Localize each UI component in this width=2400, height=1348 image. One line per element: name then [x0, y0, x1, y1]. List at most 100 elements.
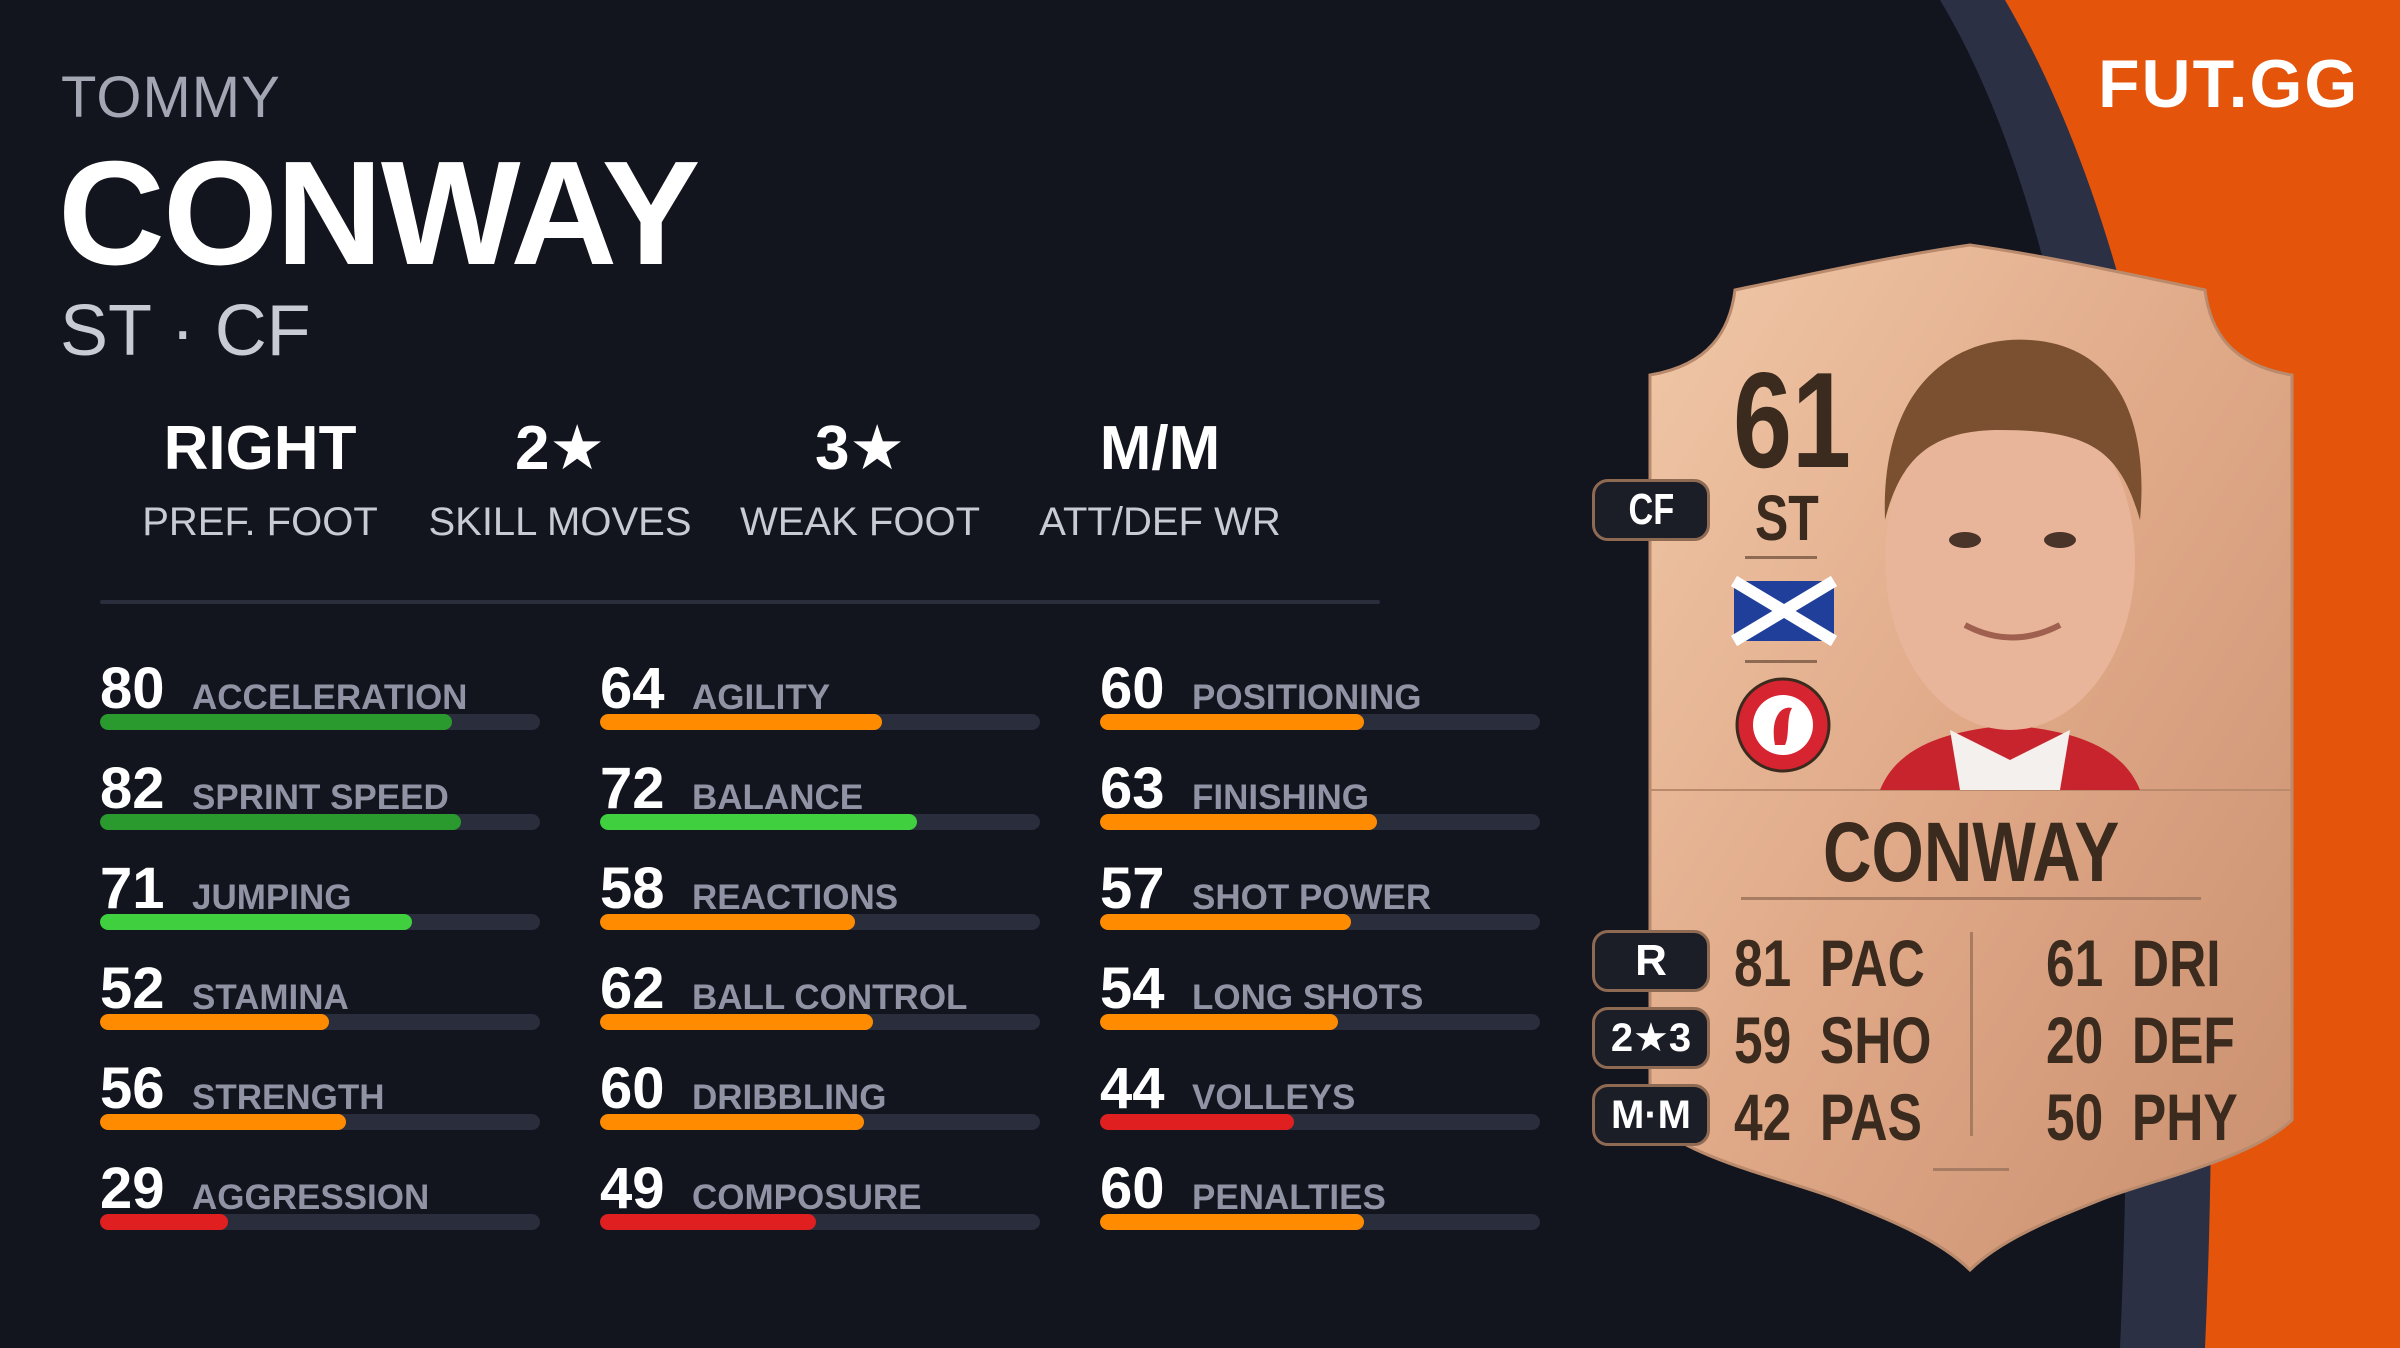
card-stat-label: DRI: [2131, 926, 2221, 1000]
card-stat-text: 61 DRI: [2046, 930, 2221, 996]
card-stat-text: 81 PAC: [1734, 930, 1925, 996]
stat-label: LONG SHOTS: [1192, 978, 1424, 1017]
card-stat-value: 42: [1734, 1080, 1792, 1154]
foot-value: R: [1635, 936, 1667, 985]
card-stat-label: PAS: [1819, 1080, 1922, 1154]
stat-aggression: 29 AGGRESSION: [100, 1160, 540, 1260]
stat-value: 49: [600, 1156, 665, 1221]
stat-ball-control: 62 BALL CONTROL: [600, 960, 1040, 1060]
stat-bar-track: [1100, 1214, 1540, 1230]
work-rates-pill: M·M: [1592, 1084, 1710, 1146]
info-weak-foot: 3★ WEAK FOOT: [710, 418, 1010, 545]
stat-bar-track: [1100, 814, 1540, 830]
stat-long-shots: 54 LONG SHOTS: [1100, 960, 1540, 1060]
stat-label: STRENGTH: [192, 1078, 385, 1117]
info-label: SKILL MOVES: [428, 500, 692, 544]
stat-bar-fill: [600, 914, 856, 930]
card-stat-phy: 50 PHY: [2046, 1084, 2292, 1150]
stat-value: 60: [1100, 1156, 1165, 1221]
stat-bar-track: [600, 1014, 1040, 1030]
card-stat-sho: 59 SHO: [1734, 1007, 1987, 1073]
alt-position-pill: CF: [1592, 479, 1710, 541]
foot-pill: R: [1592, 930, 1710, 992]
stat-value: 60: [600, 1056, 665, 1121]
card-name-value: CONWAY: [1822, 805, 2120, 899]
stat-bar-track: [600, 714, 1040, 730]
skill-weak-pill: 2★3: [1592, 1007, 1710, 1069]
info-label: WEAK FOOT: [740, 500, 980, 544]
stat-dribbling: 60 DRIBBLING: [600, 1060, 1040, 1160]
stat-value: 44: [1100, 1056, 1165, 1121]
stat-label: STAMINA: [192, 978, 349, 1017]
card-stat-value: 50: [2046, 1080, 2104, 1154]
stat-bar-track: [1100, 1114, 1540, 1130]
stat-positioning: 60 POSITIONING: [1100, 660, 1540, 760]
stat-bar-fill: [600, 1114, 864, 1130]
stat-bar-track: [100, 1214, 540, 1230]
card-stat-value: 20: [2046, 1003, 2104, 1077]
player-photo: [1880, 339, 2142, 790]
stat-finishing: 63 FINISHING: [1100, 760, 1540, 860]
stat-label: AGILITY: [692, 678, 831, 717]
futgg-logo[interactable]: FUT.GG: [2098, 46, 2360, 122]
stat-label: POSITIONING: [1192, 678, 1422, 717]
stat-value: 56: [100, 1056, 165, 1121]
stat-stamina: 52 STAMINA: [100, 960, 540, 1060]
card-stat-value: 81: [1734, 926, 1792, 1000]
card-stat-dri: 61 DRI: [2046, 930, 2270, 996]
stat-bar-fill: [1100, 1114, 1294, 1130]
card-stat-label: PAC: [1819, 926, 1925, 1000]
stat-bar-fill: [1100, 914, 1351, 930]
card-position-value: ST: [1755, 482, 1819, 554]
stat-value: 62: [600, 956, 665, 1021]
stat-value: 64: [600, 656, 665, 721]
stat-bar-fill: [100, 814, 461, 830]
stat-bar-track: [1100, 914, 1540, 930]
card-stat-text: 20 DEF: [2046, 1007, 2235, 1073]
stat-label: JUMPING: [192, 878, 352, 917]
stat-bar-fill: [1100, 714, 1364, 730]
stat-value: 80: [100, 656, 165, 721]
stat-bar-track: [100, 814, 540, 830]
info-label: ATT/DEF WR: [1039, 500, 1281, 544]
stat-label: AGGRESSION: [192, 1178, 430, 1217]
stat-bar-fill: [100, 714, 452, 730]
stat-bar-track: [600, 814, 1040, 830]
stat-agility: 64 AGILITY: [600, 660, 1040, 760]
divider: [100, 600, 1380, 604]
stat-sprint-speed: 82 SPRINT SPEED: [100, 760, 540, 860]
stat-strength: 56 STRENGTH: [100, 1060, 540, 1160]
stat-bar-track: [100, 1114, 540, 1130]
info-skill-moves: 2★ SKILL MOVES: [410, 418, 710, 545]
player-positions: ST · CF: [60, 291, 311, 371]
card-stat-label: SHO: [1819, 1003, 1932, 1077]
stat-bar-fill: [600, 814, 917, 830]
card-position: ST: [1755, 486, 1837, 550]
bristol-city-badge-icon: [1735, 677, 1831, 773]
stat-label: PENALTIES: [1192, 1178, 1386, 1217]
stat-bar-track: [1100, 714, 1540, 730]
stat-value: 29: [100, 1156, 165, 1221]
stat-label: SHOT POWER: [1192, 878, 1432, 917]
card-name: CONWAY: [1650, 810, 2292, 894]
stat-acceleration: 80 ACCELERATION: [100, 660, 540, 760]
stat-value: 63: [1100, 756, 1165, 821]
card-rating: 61: [1733, 352, 1884, 488]
stat-bar-fill: [100, 1214, 228, 1230]
stat-value: 57: [1100, 856, 1165, 921]
stat-bar-fill: [100, 1014, 329, 1030]
stat-bar-track: [100, 1014, 540, 1030]
stat-value: 60: [1100, 656, 1165, 721]
card-stat-text: 59 SHO: [1734, 1007, 1931, 1073]
info-label: PREF. FOOT: [142, 500, 378, 544]
stat-label: REACTIONS: [692, 878, 899, 917]
stat-bar-track: [1100, 1014, 1540, 1030]
stat-penalties: 60 PENALTIES: [1100, 1160, 1540, 1260]
stat-bar-fill: [1100, 1214, 1364, 1230]
stat-value: 54: [1100, 956, 1165, 1021]
stat-label: BALL CONTROL: [692, 978, 968, 1017]
stat-bar-track: [100, 914, 540, 930]
stat-value: 82: [100, 756, 165, 821]
stat-label: BALANCE: [692, 778, 864, 817]
